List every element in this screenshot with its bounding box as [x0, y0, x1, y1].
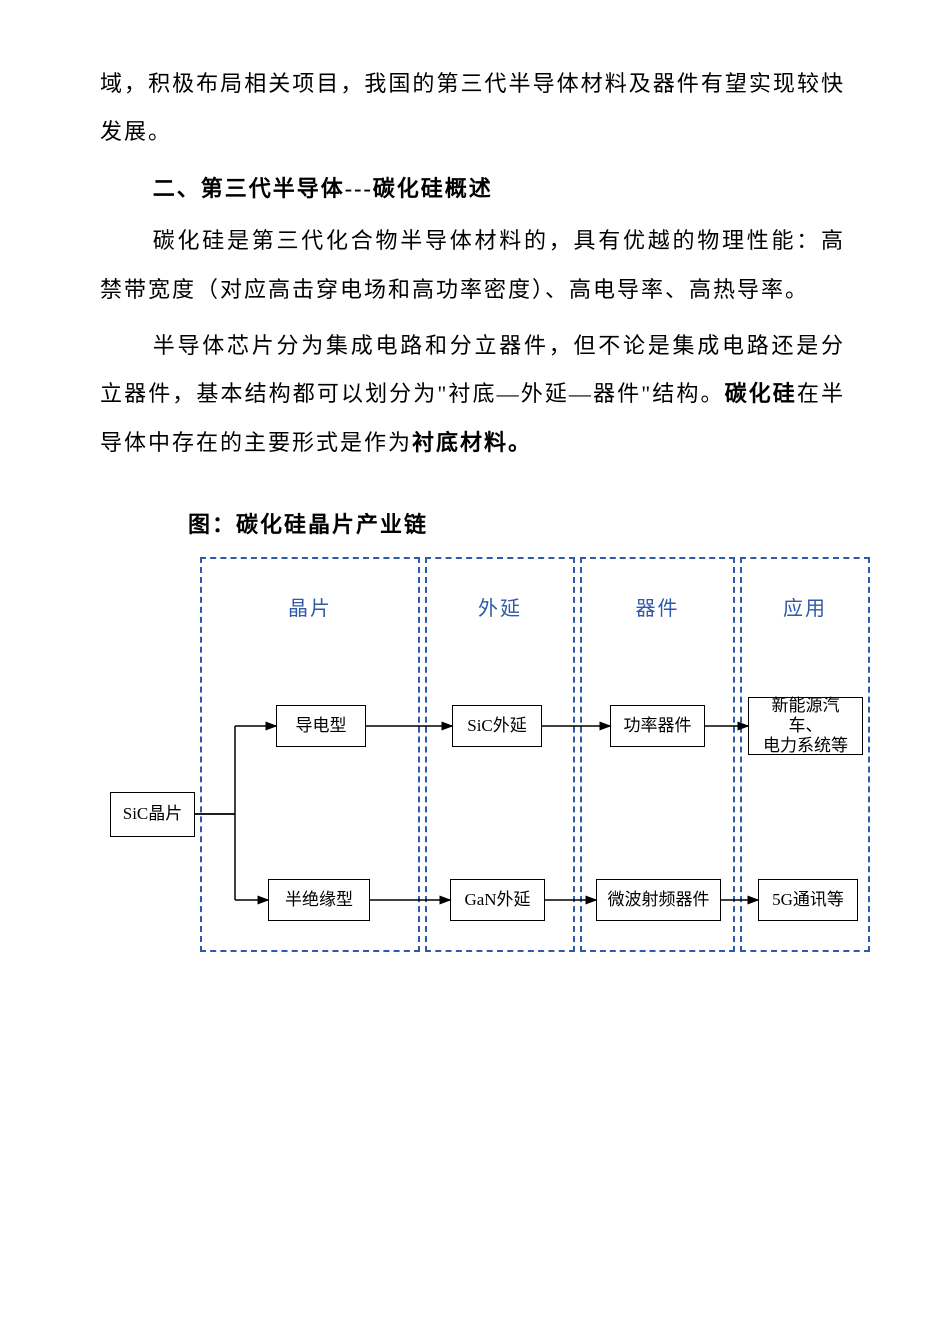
flow-edges — [100, 557, 880, 977]
body-paragraph-1: 域，积极布局相关项目，我国的第三代半导体材料及器件有望实现较快发展。 — [100, 60, 845, 157]
section-heading: 二、第三代半导体---碳化硅概述 — [100, 165, 845, 213]
p3-bold-1: 碳化硅 — [725, 381, 797, 406]
figure-caption: 图：碳化硅晶片产业链 — [100, 507, 845, 539]
p3-bold-2: 衬底材料。 — [412, 430, 532, 455]
body-paragraph-2: 碳化硅是第三代化合物半导体材料的，具有优越的物理性能：高禁带宽度（对应高击穿电场… — [100, 217, 845, 314]
flowchart-diagram: 晶片外延器件应用SiC晶片导电型半绝缘型SiC外延GaN外延功率器件微波射频器件… — [100, 557, 880, 977]
body-paragraph-3: 半导体芯片分为集成电路和分立器件，但不论是集成电路还是分立器件，基本结构都可以划… — [100, 322, 845, 467]
